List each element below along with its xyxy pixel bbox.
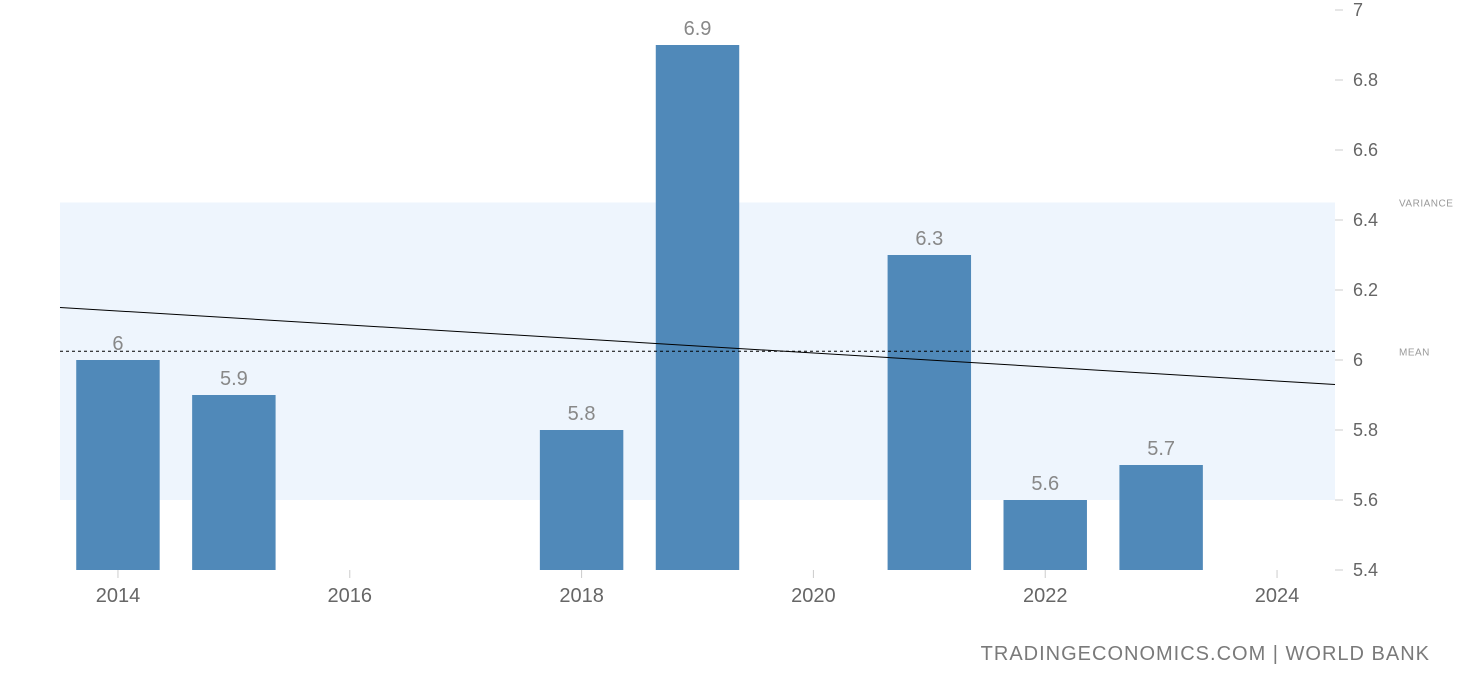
x-tick-label: 2014 (96, 585, 141, 607)
y-tick-label: 5.8 (1353, 420, 1378, 440)
bar[interactable] (1004, 500, 1087, 570)
y-tick-label: 7 (1353, 0, 1363, 20)
bar[interactable] (656, 45, 739, 570)
bar[interactable] (540, 430, 623, 570)
bar-value-label: 5.6 (1031, 473, 1059, 495)
x-tick-label: 2018 (559, 585, 604, 607)
x-tick-label: 2016 (328, 585, 373, 607)
bar-value-label: 6.3 (915, 228, 943, 250)
bar[interactable] (76, 360, 159, 570)
y-tick-label: 5.4 (1353, 560, 1378, 580)
bar-chart: 5.4 5.6 5.8 6 6.2 6.4 6.6 6.8 7 2014 2016 2018 2020 2… (0, 0, 1460, 680)
chart-container: 5.4 5.6 5.8 6 6.2 6.4 6.6 6.8 7 2014 2016 2018 2020 2… (0, 0, 1460, 680)
y-tick-label: 6.6 (1353, 140, 1378, 160)
y-tick-label: 5.6 (1353, 490, 1378, 510)
source-credit: TRADINGECONOMICS.COM | WORLD BANK (981, 643, 1430, 665)
bar[interactable] (192, 395, 275, 570)
bar-value-label: 5.8 (568, 403, 596, 425)
mean-label: MEAN (1399, 347, 1430, 358)
x-tick-label: 2024 (1255, 585, 1300, 607)
y-tick-label: 6 (1353, 350, 1363, 370)
bar-value-label: 6.9 (684, 18, 712, 40)
bar-value-label: 5.9 (220, 368, 248, 390)
x-tick-label: 2020 (791, 585, 836, 607)
bar-value-label: 5.7 (1147, 438, 1175, 460)
y-tick-label: 6.2 (1353, 280, 1378, 300)
x-tick-label: 2022 (1023, 585, 1068, 607)
variance-label: VARIANCE (1399, 199, 1453, 210)
bar[interactable] (1119, 465, 1202, 570)
y-tick-label: 6.8 (1353, 70, 1378, 90)
bar[interactable] (888, 255, 971, 570)
y-tick-label: 6.4 (1353, 210, 1378, 230)
